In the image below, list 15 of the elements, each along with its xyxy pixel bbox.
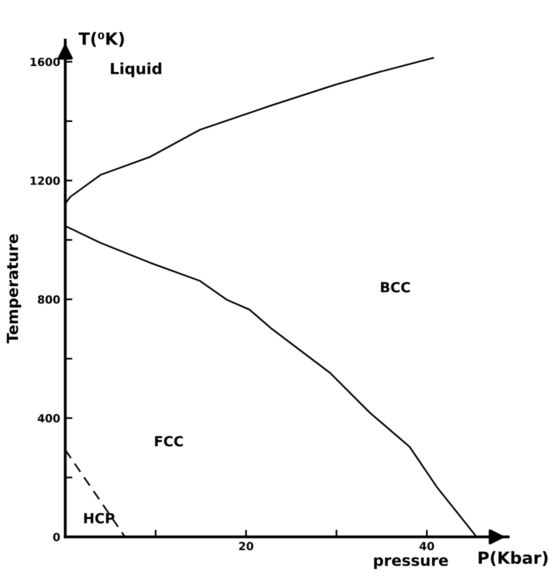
x-tick-label: 20 (239, 542, 254, 550)
annotation: HCP (84, 512, 114, 524)
annotation: FCC (155, 436, 183, 446)
x-axis-title: pressure (374, 557, 448, 570)
annotation: T(⁰K) (78, 32, 124, 47)
y-tick-label: 800 (38, 295, 60, 304)
y-tick-label: 1600 (30, 58, 60, 66)
x-tick-label: 40 (420, 542, 434, 550)
annotation: BCC (381, 282, 410, 292)
y-tick-label: 400 (38, 414, 60, 422)
text: P(Kbar) (478, 551, 548, 566)
y-tick-label: 1200 (30, 176, 60, 185)
y-tick-label: 0 (53, 532, 60, 542)
y-axis-title: Temperature (6, 234, 22, 344)
annotation: Liquid (110, 62, 162, 78)
